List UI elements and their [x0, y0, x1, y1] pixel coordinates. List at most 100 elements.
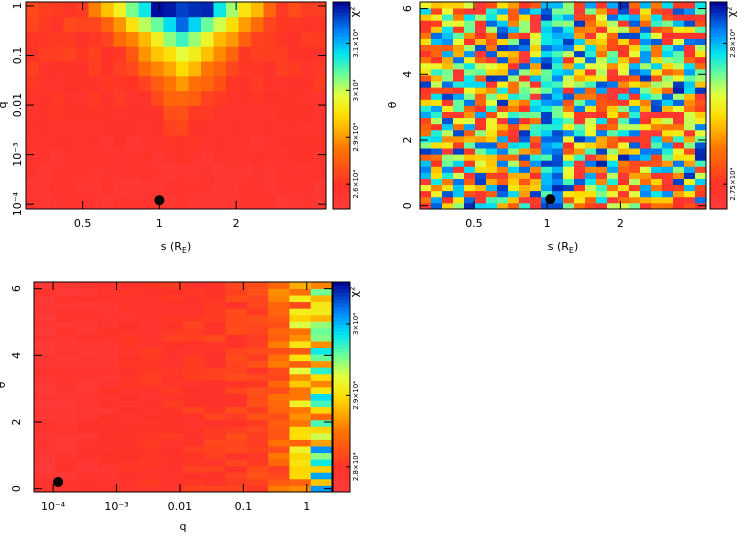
heatmap-cell — [673, 123, 685, 131]
heatmap-cell — [183, 367, 205, 375]
colorbar-step — [710, 181, 727, 186]
heatmap-cell — [34, 485, 56, 493]
heatmap-cell — [530, 62, 542, 70]
heatmap-cell — [289, 465, 312, 473]
heatmap-cell — [486, 135, 498, 143]
heatmap-cell — [246, 347, 269, 355]
colorbar-step — [710, 71, 727, 75]
heatmap-cell — [673, 190, 685, 198]
heatmap-cell — [97, 446, 120, 454]
heatmap-cell — [268, 472, 290, 480]
heatmap-cell — [662, 196, 674, 204]
heatmap-cell — [497, 99, 509, 106]
heatmap-cell — [225, 288, 248, 296]
heatmap-cell — [163, 46, 177, 62]
heatmap-cell — [76, 380, 99, 388]
heatmap-cell — [684, 38, 696, 46]
heatmap-cell — [618, 111, 630, 119]
heatmap-cell — [140, 367, 163, 375]
best-fit-point — [53, 477, 64, 487]
heatmap-cell — [97, 282, 120, 289]
heatmap-cell — [629, 68, 641, 76]
heatmap-cell — [97, 472, 120, 480]
heatmap-cell — [268, 347, 290, 355]
heatmap-cell — [101, 90, 114, 106]
heatmap-cell — [596, 111, 608, 119]
heatmap-cell — [225, 432, 248, 440]
heatmap-cell — [51, 75, 64, 92]
heatmap-cell — [161, 393, 184, 401]
heatmap-cell — [251, 61, 264, 77]
x-tick-label: 1 — [156, 217, 163, 230]
heatmap-cell — [563, 87, 575, 94]
heatmap-cell — [574, 105, 586, 112]
heatmap-cell — [310, 367, 333, 375]
heatmap-cell — [684, 166, 696, 173]
heatmap-cell — [464, 202, 476, 210]
heatmap-cell — [673, 38, 685, 46]
colorbar-step — [333, 397, 350, 402]
heatmap-cell — [475, 99, 487, 106]
heatmap-cell — [119, 465, 141, 473]
heatmap-cell — [519, 87, 531, 94]
heatmap-cell — [288, 135, 302, 151]
heatmap-cell — [464, 2, 476, 9]
heatmap-cell — [640, 2, 652, 9]
y-tick-label: 2 — [10, 419, 23, 426]
heatmap-cell — [618, 142, 630, 149]
heatmap-cell — [176, 75, 189, 92]
heatmap-cell — [420, 142, 432, 149]
colorbar-step — [333, 50, 350, 55]
heatmap-cell — [226, 149, 239, 166]
heatmap-cell — [176, 105, 189, 121]
y-tick-label: 0 — [10, 485, 23, 492]
heatmap-cell — [453, 148, 465, 155]
heatmap-cell — [497, 184, 509, 192]
heatmap-cell — [453, 117, 465, 125]
heatmap-cell — [574, 190, 586, 198]
heatmap-cell — [574, 99, 586, 106]
heatmap-cell — [268, 400, 290, 408]
heatmap-cell — [497, 154, 509, 161]
heatmap-cell — [76, 426, 99, 434]
heatmap-cell — [596, 129, 608, 137]
heatmap-cell — [431, 32, 443, 39]
heatmap-cell — [251, 2, 264, 18]
heatmap-cell — [497, 117, 509, 125]
heatmap-cell — [453, 178, 465, 186]
colorbar-step — [710, 122, 727, 127]
heatmap-cell — [176, 61, 189, 77]
heatmap-cell — [268, 465, 290, 473]
heatmap-cell — [76, 327, 99, 335]
heatmap-cell — [519, 32, 531, 39]
heatmap-cell — [76, 321, 99, 329]
heatmap-cell — [486, 81, 498, 88]
colorbar-step — [333, 198, 350, 203]
colorbar-step — [333, 331, 350, 335]
heatmap-cell — [607, 142, 619, 149]
heatmap-cell — [541, 166, 553, 173]
heatmap-cell — [673, 62, 685, 70]
heatmap-cell — [268, 406, 290, 414]
heatmap-cell — [508, 56, 520, 64]
heatmap-cell — [651, 184, 663, 192]
heatmap-cell — [464, 196, 476, 204]
heatmap-cell — [51, 31, 64, 47]
heatmap-cell — [431, 38, 443, 46]
colorbar-step — [710, 12, 727, 17]
heatmap-cell — [34, 459, 56, 467]
heatmap-cell — [268, 341, 290, 349]
heatmap-cell — [607, 2, 619, 9]
heatmap-cell — [563, 8, 575, 15]
heatmap-cell — [464, 154, 476, 161]
heatmap-cell — [585, 50, 597, 58]
heatmap-cell — [140, 380, 163, 388]
heatmap-cell — [161, 406, 184, 414]
heatmap-cell — [563, 38, 575, 46]
heatmap-cell — [552, 56, 564, 64]
heatmap-cell — [183, 321, 205, 329]
heatmap-cell — [163, 179, 177, 195]
heatmap-cell — [101, 105, 114, 121]
heatmap-cell — [475, 160, 487, 167]
